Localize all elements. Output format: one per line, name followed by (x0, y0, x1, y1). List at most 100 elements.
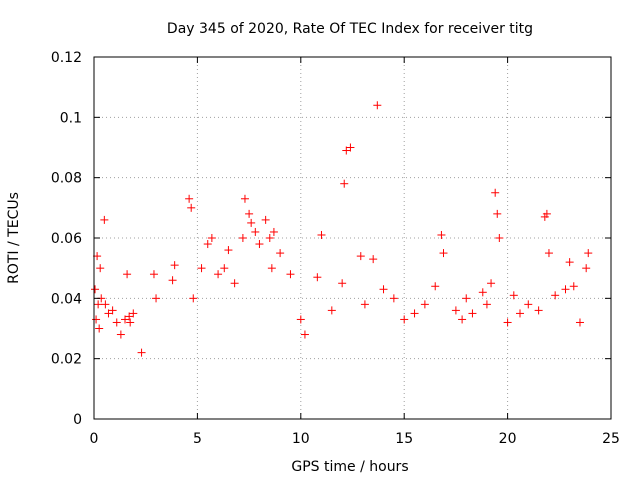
data-point (137, 348, 146, 357)
data-point (251, 227, 260, 236)
data-point (582, 264, 591, 273)
y-tick-label: 0.08 (51, 171, 82, 187)
data-point (379, 285, 388, 294)
data-point (468, 309, 477, 318)
data-point (125, 312, 134, 321)
data-point (94, 300, 103, 309)
data-point (340, 179, 349, 188)
data-point (185, 194, 194, 203)
data-point (389, 294, 398, 303)
data-point (149, 270, 158, 279)
y-tick-label: 0.1 (60, 110, 82, 126)
data-point (296, 315, 305, 324)
data-point (482, 300, 491, 309)
data-point (503, 318, 512, 327)
data-point (439, 249, 448, 258)
x-tick-label: 20 (499, 431, 517, 447)
data-point (565, 258, 574, 267)
data-point (342, 146, 351, 155)
data-point (214, 270, 223, 279)
data-point (108, 306, 117, 315)
data-point (524, 300, 533, 309)
data-point (112, 318, 121, 327)
data-point (116, 330, 125, 339)
x-tick-label: 25 (602, 431, 620, 447)
data-point (451, 306, 460, 315)
data-point (437, 230, 446, 239)
data-point (534, 306, 543, 315)
data-point (478, 288, 487, 297)
data-point (121, 315, 130, 324)
data-point (126, 318, 135, 327)
data-point (491, 188, 500, 197)
data-point (91, 285, 100, 294)
points-layer (91, 101, 593, 357)
data-point (189, 294, 198, 303)
data-point (313, 273, 322, 282)
data-point (462, 294, 471, 303)
data-point (230, 279, 239, 288)
data-point (207, 234, 216, 242)
data-point (410, 309, 419, 318)
data-point (346, 143, 355, 152)
data-point (95, 324, 104, 333)
data-point (569, 282, 578, 291)
data-point (509, 291, 518, 300)
x-tick-label: 0 (90, 431, 99, 447)
data-point (238, 234, 247, 242)
data-point (170, 261, 179, 270)
ticks-layer: 0 5 10 15 20 25 0 0.02 0.04 0.06 0.08 0.1 0.12 (51, 50, 620, 447)
y-tick-label: 0.06 (51, 231, 82, 247)
data-point (240, 194, 249, 203)
data-point (431, 282, 440, 291)
data-point (327, 306, 336, 315)
data-point (458, 315, 467, 324)
data-point (220, 264, 229, 273)
data-point (561, 285, 570, 294)
data-point (544, 249, 553, 258)
data-point (187, 203, 196, 212)
data-point (575, 318, 584, 327)
data-point (96, 264, 105, 273)
data-point (269, 227, 278, 236)
data-point (152, 294, 161, 303)
data-point (420, 300, 429, 309)
data-point (129, 309, 138, 318)
x-tick-label: 10 (292, 431, 310, 447)
data-point (168, 276, 177, 285)
data-point (197, 264, 206, 273)
data-point (203, 240, 212, 249)
data-point (360, 300, 369, 309)
data-point (356, 252, 365, 261)
data-point (247, 218, 256, 227)
data-point (104, 309, 113, 318)
data-point (542, 209, 551, 218)
data-point (495, 234, 504, 242)
x-axis-label: GPS time / hours (291, 459, 408, 475)
data-point (300, 330, 309, 339)
data-point (92, 315, 101, 324)
data-point (276, 249, 285, 258)
data-point (101, 300, 110, 309)
data-point (245, 209, 254, 218)
y-tick-label: 0.04 (51, 291, 82, 307)
data-point (255, 240, 264, 249)
data-point (493, 209, 502, 218)
x-tick-label: 5 (193, 431, 202, 447)
data-point (123, 270, 132, 279)
data-point (317, 230, 326, 239)
data-point (338, 279, 347, 288)
data-point (516, 309, 525, 318)
data-point (373, 101, 382, 110)
data-point (261, 215, 270, 224)
y-axis-label: ROTI / TECUs (6, 192, 22, 284)
data-point (551, 291, 560, 300)
chart-title: Day 345 of 2020, Rate Of TEC Index for r… (167, 21, 533, 37)
y-tick-label: 0.12 (51, 50, 82, 66)
x-tick-label: 15 (395, 431, 413, 447)
data-point (487, 279, 496, 288)
grid-layer (94, 57, 611, 419)
data-point (369, 255, 378, 264)
data-point (584, 249, 593, 258)
